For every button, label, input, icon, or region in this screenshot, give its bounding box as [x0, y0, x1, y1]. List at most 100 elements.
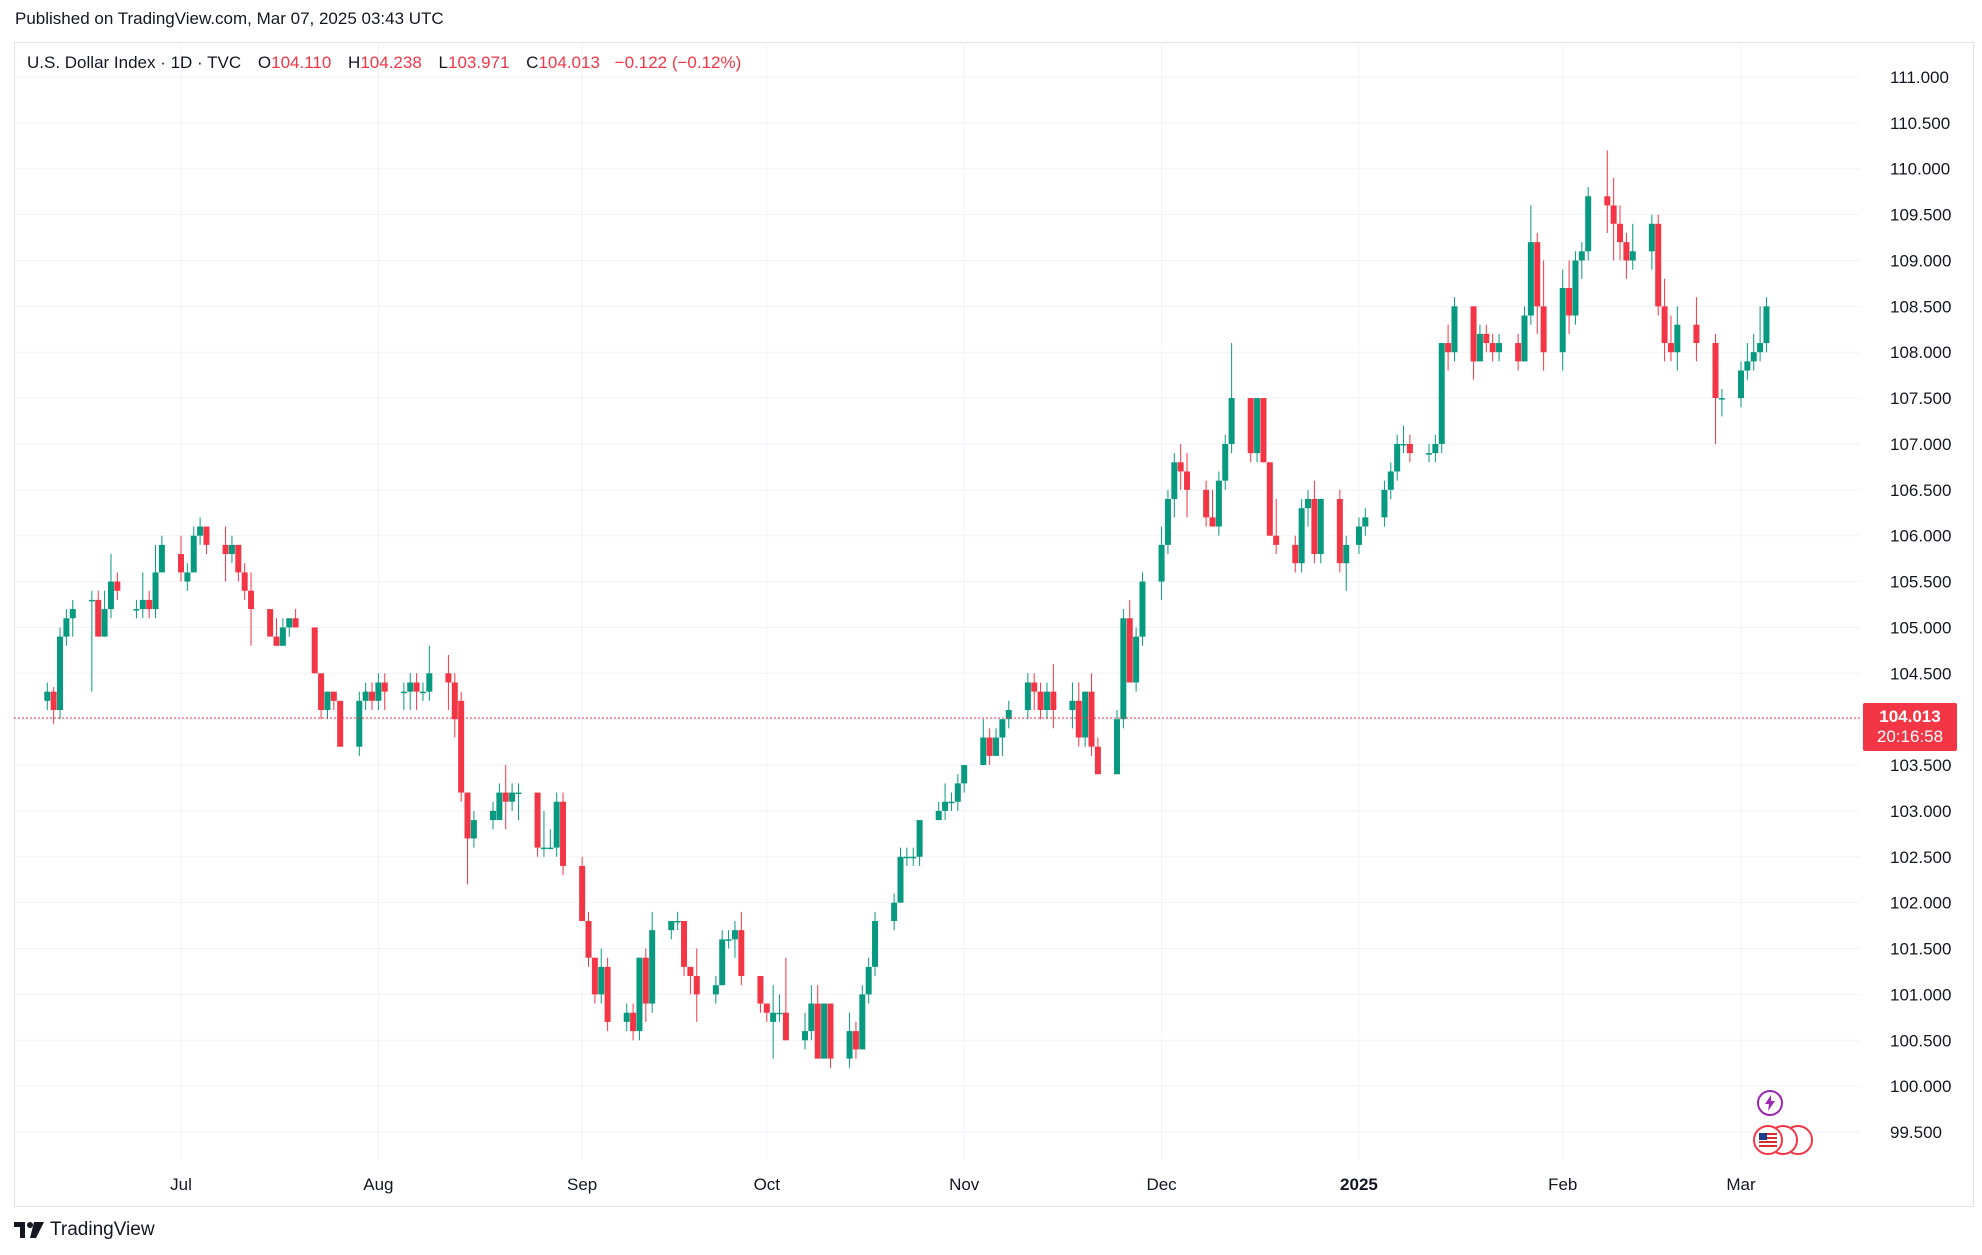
candle-body	[1451, 306, 1458, 353]
candle-body	[1432, 443, 1439, 454]
candle-body	[1655, 223, 1662, 307]
candle	[330, 691, 337, 710]
candle	[903, 847, 910, 866]
candle-body	[1629, 251, 1636, 261]
candle-body	[57, 636, 64, 710]
candle-body	[942, 801, 949, 811]
candle-body	[1228, 398, 1235, 444]
lightning-icon[interactable]	[1756, 1089, 1784, 1117]
candle-body	[241, 572, 248, 591]
candle-body	[1031, 682, 1038, 692]
y-tick-label: 106.000	[1890, 527, 1951, 546]
candle	[1578, 242, 1585, 279]
candle	[1438, 343, 1445, 454]
candle	[1604, 150, 1611, 233]
candle	[1158, 526, 1165, 600]
published-caption: Published on TradingView.com, Mar 07, 20…	[15, 9, 444, 28]
candle	[1164, 489, 1171, 555]
candle	[1088, 673, 1095, 756]
candle	[286, 618, 293, 637]
candle	[1362, 508, 1369, 536]
candle-body	[152, 572, 159, 610]
candle	[318, 673, 325, 720]
candle-body	[1489, 343, 1496, 353]
candle	[1317, 499, 1324, 564]
candle	[273, 618, 280, 646]
candle	[1623, 232, 1630, 279]
candle-body	[1298, 508, 1305, 564]
grid	[14, 42, 1860, 1160]
candle-body	[496, 792, 503, 821]
chart-frame[interactable]	[14, 42, 1974, 1207]
candle	[496, 783, 503, 821]
candle	[1610, 177, 1617, 261]
candle-body	[1069, 700, 1076, 710]
candle	[490, 801, 496, 830]
candle	[1394, 434, 1401, 481]
candle	[961, 765, 968, 793]
candle-body	[897, 856, 904, 903]
candle	[1254, 398, 1261, 463]
candle-body	[1476, 333, 1483, 362]
candle	[1005, 700, 1012, 729]
us-flag-icon[interactable]	[1752, 1124, 1814, 1156]
candle-body	[356, 700, 363, 747]
candle-body	[954, 783, 961, 802]
candle	[50, 687, 57, 724]
symbol-legend[interactable]: U.S. Dollar Index · 1D · TVC O104.110 H1…	[27, 53, 741, 73]
candle-body	[1088, 691, 1095, 747]
candle	[731, 921, 738, 958]
candle	[986, 728, 993, 766]
candle-body	[1617, 223, 1624, 243]
candle-body	[999, 719, 1006, 738]
candle-body	[1712, 343, 1719, 399]
candle	[1292, 535, 1299, 573]
candle	[897, 847, 904, 903]
candle	[808, 985, 815, 1041]
candle-body	[1438, 343, 1445, 444]
y-tick-label: 104.500	[1890, 664, 1951, 683]
candle	[1177, 443, 1184, 490]
candle-body	[1661, 306, 1668, 344]
candle-body	[986, 737, 993, 756]
candle	[451, 673, 458, 738]
candle	[649, 911, 656, 1013]
candle-body	[1718, 398, 1725, 400]
candle	[158, 535, 165, 573]
candle	[782, 957, 789, 1041]
candle-body	[44, 691, 51, 701]
candle-body	[1610, 205, 1617, 224]
close-label: C	[526, 53, 539, 72]
candle	[413, 673, 420, 710]
y-tick-label: 110.500	[1890, 114, 1950, 133]
y-tick-label: 108.000	[1890, 343, 1951, 362]
candle-body	[464, 792, 471, 839]
candle-body	[1578, 251, 1585, 261]
candle	[292, 609, 299, 628]
candle	[1476, 324, 1483, 362]
candle-body	[1215, 480, 1222, 527]
candle	[1540, 260, 1547, 371]
candle	[1126, 599, 1133, 683]
tradingview-logo[interactable]: TradingView	[14, 1219, 155, 1241]
candle	[553, 792, 560, 857]
y-tick-label: 103.000	[1890, 802, 1951, 821]
candle-body	[1674, 324, 1681, 353]
candle-body	[712, 985, 719, 995]
candle-body	[725, 939, 732, 941]
candle	[1718, 388, 1725, 417]
candle	[763, 1003, 770, 1022]
candle-body	[604, 966, 611, 1022]
candle	[1266, 462, 1273, 536]
candle-body	[636, 957, 643, 1032]
candle	[1228, 343, 1235, 454]
candle-body	[1387, 471, 1394, 490]
candle	[846, 1012, 853, 1068]
candle	[146, 590, 153, 619]
candle-body	[1273, 535, 1280, 545]
candle-body	[267, 609, 274, 637]
candle	[1400, 425, 1407, 454]
candle-body	[362, 691, 369, 701]
candle-body	[1566, 288, 1573, 316]
